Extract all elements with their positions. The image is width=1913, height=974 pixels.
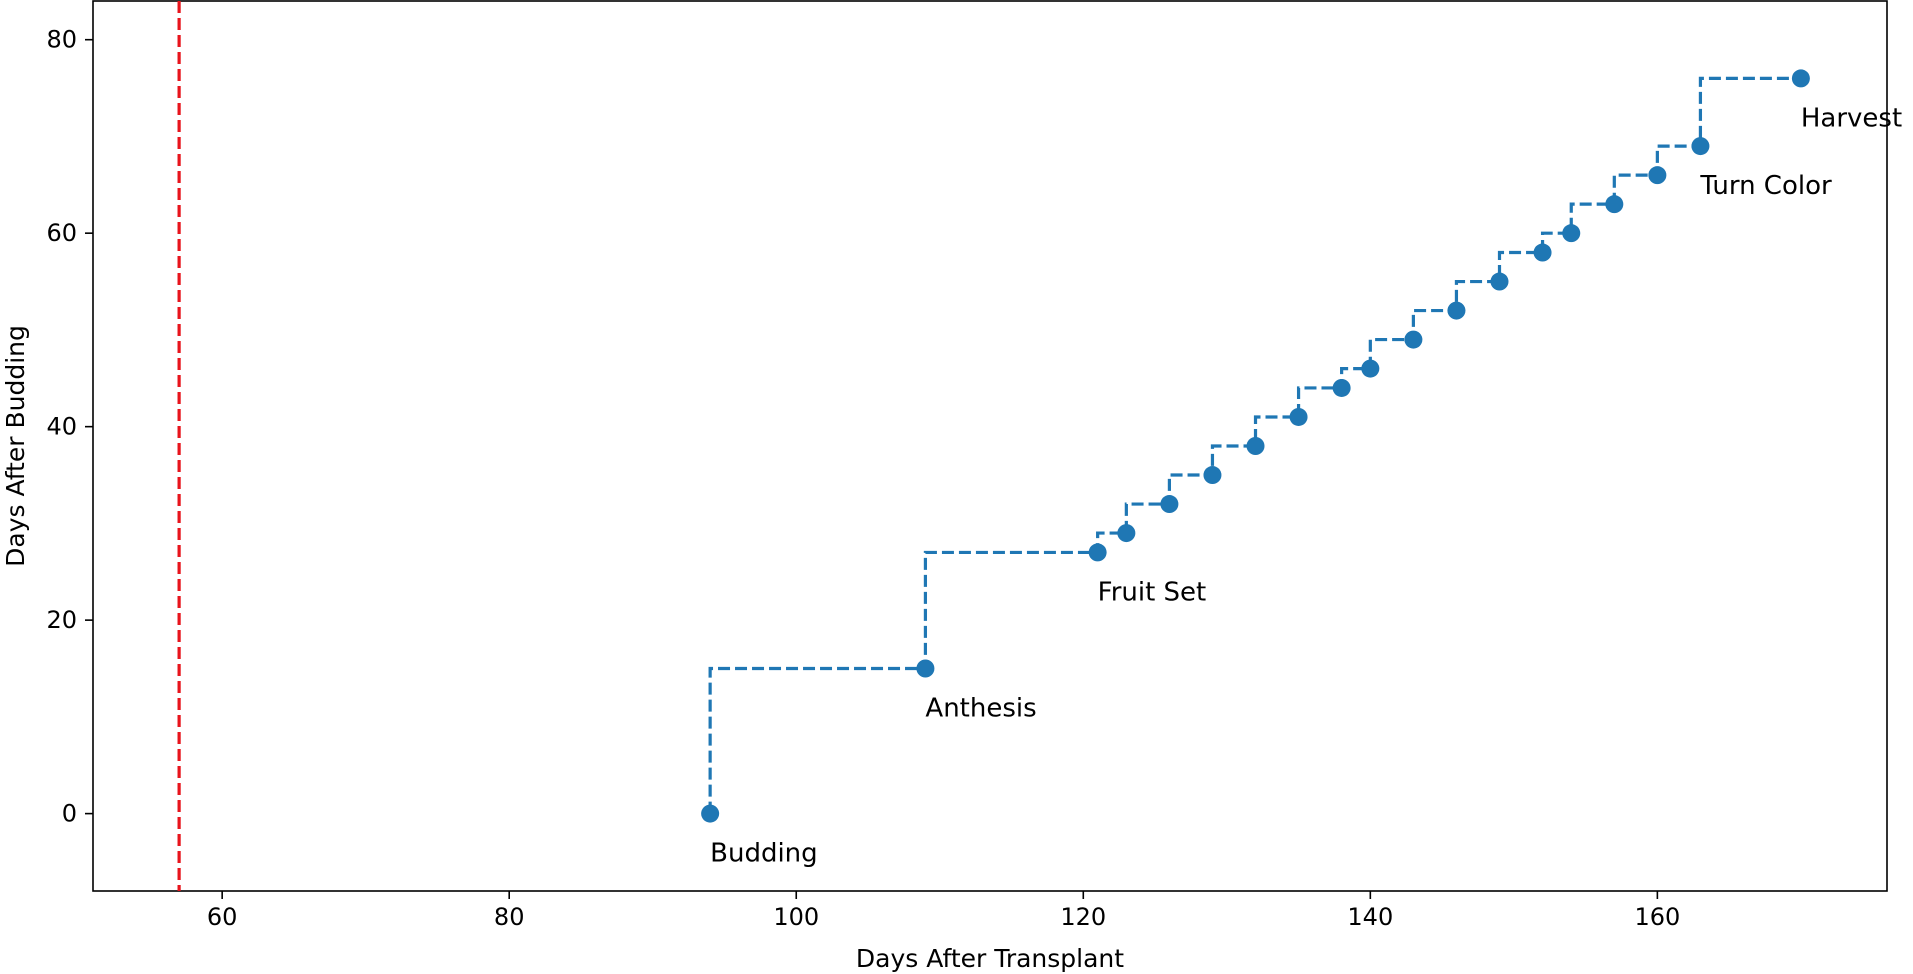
y-tick-label: 0 [62,800,77,828]
data-point [1160,495,1179,514]
x-tick-label: 100 [773,903,819,931]
data-point [1332,378,1351,397]
data-point [1447,301,1466,320]
x-tick-label: 60 [207,903,238,931]
data-point [1203,466,1222,485]
annotation-label: Budding [710,839,818,869]
y-tick-label: 40 [46,413,77,441]
x-tick-label: 140 [1347,903,1393,931]
y-tick-label: 80 [46,26,77,54]
data-point [1691,137,1710,156]
data-point [1361,359,1380,378]
data-point [1791,69,1810,88]
data-point [1289,407,1308,426]
data-point [1562,224,1581,243]
data-point [916,659,935,678]
data-point [1404,330,1423,349]
data-point [1605,195,1624,214]
x-axis-ticks: 60 80 100 120 140 160 [207,891,1680,931]
x-axis-label: Days After Transplant [856,944,1124,973]
annotation-label: Fruit Set [1098,577,1207,607]
annotation-label: Turn Color [1699,171,1832,201]
x-tick-label: 160 [1634,903,1680,931]
y-axis-ticks: 0 20 40 60 80 [46,26,93,828]
data-point [1246,437,1265,455]
data-point [1490,272,1509,291]
annotation-label: Anthesis [925,694,1036,724]
data-point [1648,166,1667,185]
annotation-label: Harvest [1801,103,1902,133]
stage-annotations: Budding Anthesis Fruit Set Turn Color Harves… [710,103,1902,868]
plot-frame [92,0,1888,892]
data-point [1088,543,1107,562]
y-axis-label: Days After Budding [1,325,30,567]
y-tick-label: 20 [46,606,77,634]
y-tick-label: 60 [46,219,77,247]
series-markers [701,69,1810,823]
data-point [701,804,720,823]
data-point [1533,243,1552,262]
x-tick-label: 80 [494,903,525,931]
x-tick-label: 120 [1060,903,1106,931]
data-point [1117,524,1136,543]
